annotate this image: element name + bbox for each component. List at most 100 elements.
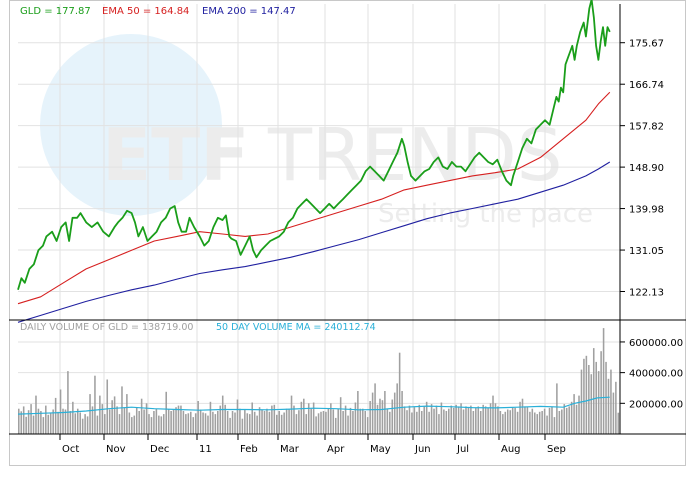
volume-bar	[524, 406, 526, 434]
volume-bar	[334, 417, 337, 434]
volume-bar	[35, 395, 37, 434]
volume-bar	[551, 406, 553, 434]
x-tick-label: May	[370, 444, 391, 455]
volume-bar	[123, 407, 126, 434]
volume-bar	[428, 411, 430, 434]
volume-bar	[312, 402, 315, 434]
x-tick-label: Sep	[547, 444, 566, 455]
volume-bar	[413, 407, 416, 434]
volume-bar	[204, 413, 207, 434]
volume-bar	[81, 418, 84, 434]
volume-bar	[543, 408, 546, 434]
volume-bar	[113, 396, 116, 434]
volume-bar	[460, 403, 462, 434]
volume-bar	[276, 414, 278, 434]
volume-bar	[521, 398, 524, 434]
volume-bar	[561, 409, 563, 434]
volume-bar	[440, 402, 443, 434]
watermark-logo: ETF TRENDS Setting the pace	[40, 34, 593, 229]
volume-bar	[452, 407, 455, 434]
volume-bar	[511, 407, 514, 434]
volume-bar	[430, 404, 433, 434]
volume-bar	[32, 415, 35, 434]
volume-bar	[575, 404, 578, 434]
x-tick-label: Jun	[414, 444, 431, 455]
volume-bar	[406, 410, 408, 434]
volume-bar	[570, 401, 573, 434]
volume-bar	[251, 402, 253, 434]
volume-bar	[219, 405, 222, 434]
volume-bar	[67, 371, 69, 434]
volume-bar	[420, 411, 423, 434]
y-tick-label: 166.74	[629, 80, 664, 91]
volume-panel	[17, 328, 620, 434]
volume-bar	[588, 365, 590, 434]
volume-bar	[475, 407, 477, 434]
volume-bar	[106, 379, 109, 434]
volume-bar	[418, 404, 421, 434]
volume-tick-label: 600000.00	[629, 338, 683, 349]
volume-bar	[379, 398, 381, 434]
y-tick-label: 131.05	[629, 246, 664, 257]
volume-bar	[386, 408, 389, 434]
volume-bar	[548, 407, 551, 434]
volume-bar	[199, 409, 202, 434]
volume-bar	[371, 392, 374, 434]
volume-bar	[389, 411, 391, 434]
volume-bar	[317, 413, 320, 434]
volume-bar	[69, 411, 72, 434]
volume-bar	[423, 406, 425, 434]
volume-bar	[288, 409, 290, 434]
volume-bar	[393, 392, 396, 434]
volume-bar	[435, 405, 438, 434]
volume-bar	[342, 411, 344, 434]
volume-bar	[104, 414, 106, 434]
volume-bar	[320, 411, 322, 434]
volume-bar	[477, 406, 480, 434]
volume-bar	[22, 406, 25, 434]
x-tick-label: Nov	[106, 444, 126, 455]
volume-bar	[585, 355, 588, 434]
x-tick-label: Aug	[501, 444, 521, 455]
volume-bar	[207, 415, 209, 434]
volume-bar	[492, 395, 494, 434]
volume-bar	[155, 408, 158, 434]
volume-bar	[332, 409, 335, 434]
volume-bar	[300, 401, 303, 434]
volume-bar	[339, 397, 342, 434]
volume-bar	[94, 375, 96, 434]
price-legend-entry: EMA 50 = 164.84	[102, 6, 189, 17]
x-tick-label: Dec	[150, 444, 169, 455]
volume-bar	[290, 395, 293, 434]
volume-bar	[72, 401, 74, 434]
volume-bar	[59, 389, 62, 434]
volume-bar	[597, 371, 600, 434]
volume-bar	[47, 414, 50, 434]
volume-bar	[27, 410, 30, 434]
volume-bar	[99, 395, 101, 434]
volume-bar	[187, 413, 190, 434]
volume-bar	[408, 405, 411, 434]
volume-bar	[86, 416, 89, 434]
volume-bar	[217, 411, 219, 434]
volume-bar	[391, 399, 394, 434]
volume-bar	[74, 413, 77, 434]
volume-bar	[145, 403, 148, 434]
volume-bar	[167, 409, 170, 434]
volume-bar	[529, 411, 531, 434]
volume-bar	[231, 411, 234, 434]
volume-bar	[502, 414, 504, 434]
volume-bar	[45, 405, 47, 434]
volume-bar	[192, 417, 195, 434]
volume-bar	[445, 411, 448, 434]
volume-bar	[143, 409, 145, 434]
volume-bar	[209, 401, 212, 434]
x-tick-label: Mar	[280, 444, 300, 455]
volume-bar	[253, 411, 256, 434]
volume-bar	[448, 408, 450, 434]
volume-bar	[583, 358, 585, 434]
volume-bar	[497, 406, 499, 434]
volume-bar	[54, 397, 57, 434]
